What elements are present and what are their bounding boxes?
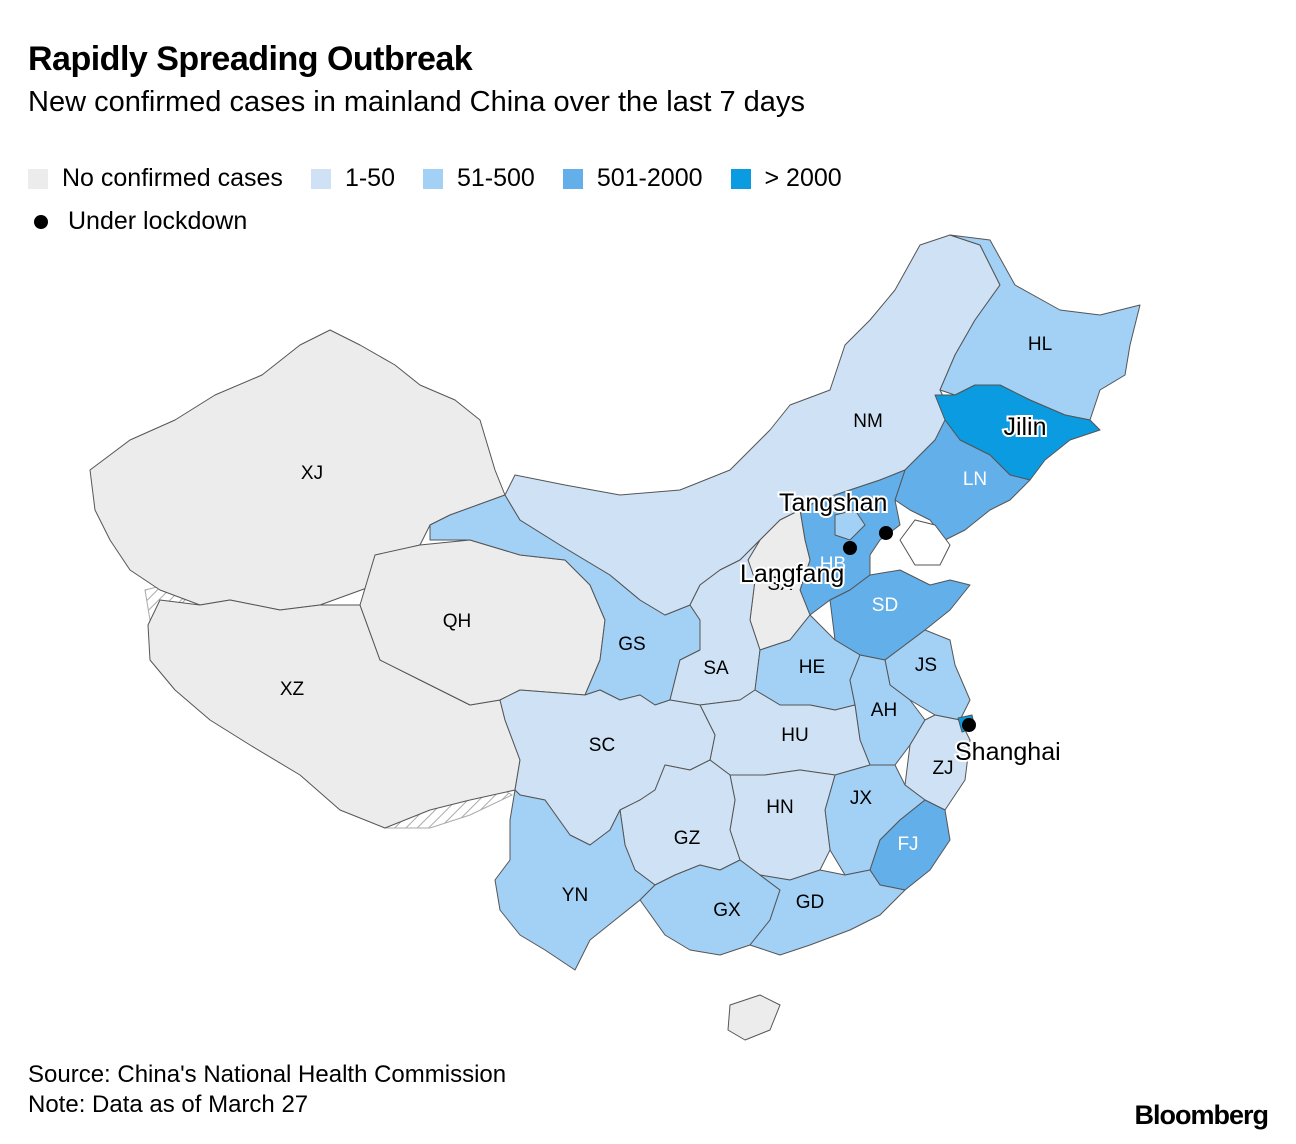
legend-label-none: No confirmed cases xyxy=(62,164,283,192)
label-jilin: Jilin xyxy=(1003,413,1046,441)
legend-swatch-1-50 xyxy=(310,168,331,189)
label-ah: AH xyxy=(871,700,897,721)
province-hainan xyxy=(727,994,781,1041)
province-ln xyxy=(894,419,1031,541)
legend-item-1-50: 1-50 xyxy=(310,164,395,193)
legend-label-over-2000: > 2000 xyxy=(764,164,842,192)
langfang-lockdown-dot xyxy=(843,541,857,555)
label-hl: HL xyxy=(1028,334,1052,355)
shanghai-lockdown-dot xyxy=(962,718,976,732)
province-beijing xyxy=(834,509,866,541)
label-qh: QH xyxy=(443,611,472,632)
label-sa: SA xyxy=(703,658,729,679)
legend-item-501-2000: 501-2000 xyxy=(562,164,703,193)
label-jx: JX xyxy=(850,788,873,809)
legend-item-over-2000: > 2000 xyxy=(730,164,842,193)
label-js: JS xyxy=(915,655,937,676)
label-gs: GS xyxy=(618,634,645,655)
label-gz: GZ xyxy=(674,828,701,849)
bloomberg-logo: Bloomberg xyxy=(1134,1100,1269,1130)
map-title: Rapidly Spreading Outbreak xyxy=(28,40,473,78)
label-hn: HN xyxy=(766,797,793,818)
legend-label-lockdown: Under lockdown xyxy=(68,207,248,235)
legend-lockdown: Under lockdown xyxy=(28,207,247,236)
label-hb: HB xyxy=(820,554,846,575)
legend: No confirmed cases 1-50 51-500 501-2000 … xyxy=(28,164,870,193)
legend-swatch-51-500 xyxy=(422,168,443,189)
label-xz: XZ xyxy=(280,679,305,700)
legend-label-501-2000: 501-2000 xyxy=(596,164,703,192)
tangshan-lockdown-dot xyxy=(879,526,893,540)
label-xj: XJ xyxy=(301,463,323,484)
city-label-tangshan: Tangshan xyxy=(779,489,887,517)
label-sd: SD xyxy=(872,595,898,616)
legend-item-none: No confirmed cases xyxy=(28,164,283,193)
map-subtitle: New confirmed cases in mainland China ov… xyxy=(28,86,805,118)
source-note: Source: China's National Health Commissi… xyxy=(28,1060,506,1120)
label-gx: GX xyxy=(713,900,741,921)
lockdown-dot-icon xyxy=(34,214,48,229)
label-ln: LN xyxy=(963,469,987,490)
bohai-sea xyxy=(899,519,951,566)
province-gd xyxy=(749,869,906,956)
label-zj: ZJ xyxy=(932,758,953,779)
province-hn xyxy=(729,769,836,881)
label-sx: SX xyxy=(767,574,793,595)
legend-item-51-500: 51-500 xyxy=(422,164,535,193)
legend-swatch-none xyxy=(28,168,48,189)
legend-label-51-500: 51-500 xyxy=(456,164,535,192)
city-label-langfang: Langfang xyxy=(740,560,844,588)
source-text: Source: China's National Health Commissi… xyxy=(28,1061,507,1088)
label-yn: YN xyxy=(562,885,588,906)
legend-swatch-501-2000 xyxy=(562,168,583,189)
legend-swatch-over-2000 xyxy=(730,168,751,189)
note-text: Note: Data as of March 27 xyxy=(28,1091,309,1118)
legend-label-1-50: 1-50 xyxy=(344,164,395,192)
label-nm: NM xyxy=(853,411,883,432)
label-fj: FJ xyxy=(897,834,918,855)
label-he: HE xyxy=(799,657,825,678)
label-gd: GD xyxy=(796,892,825,913)
city-label-shanghai: Shanghai xyxy=(955,738,1061,766)
label-sc: SC xyxy=(589,735,615,756)
label-hu: HU xyxy=(781,725,808,746)
